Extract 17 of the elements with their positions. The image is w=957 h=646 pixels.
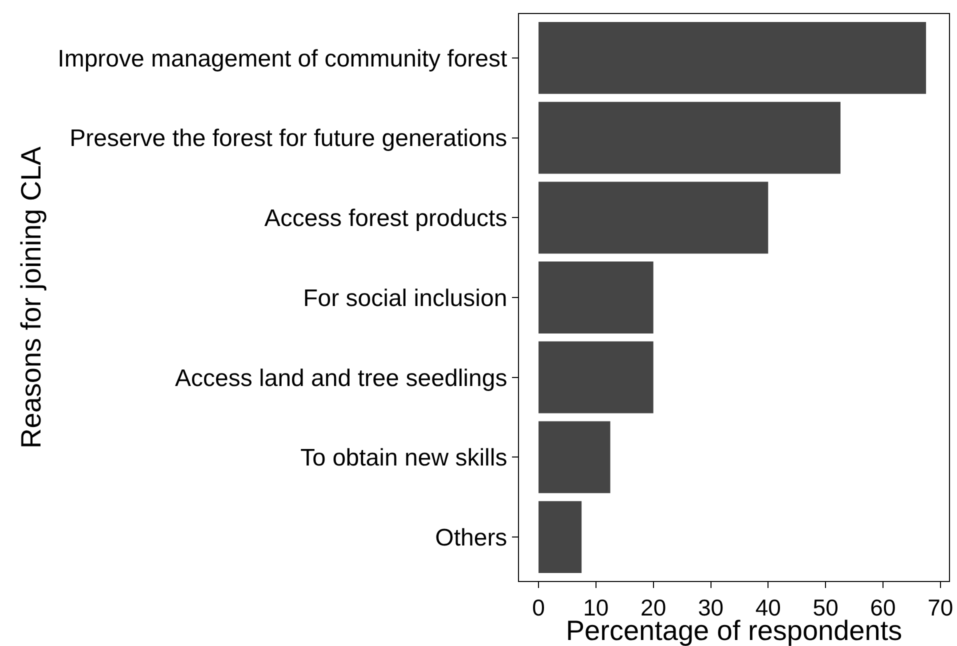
y-tick-label: Others <box>435 524 508 552</box>
y-axis-title: Reasons for joining CLA <box>15 146 46 448</box>
bar <box>538 262 654 334</box>
bar <box>538 421 610 494</box>
y-tick-label: For social inclusion <box>303 284 508 312</box>
y-tick-label: To obtain new skills <box>300 444 508 472</box>
y-tick-label: Access forest products <box>264 205 508 232</box>
y-tick-label: Access land and tree seedlings <box>174 364 508 392</box>
y-tick-label: Improve management of community forest <box>58 45 508 72</box>
y-tick-label: Preserve the forest for future generations <box>70 125 508 152</box>
x-tick-label: 0 <box>532 594 545 621</box>
bar <box>538 22 926 94</box>
bar <box>538 341 654 414</box>
bar <box>538 501 582 574</box>
x-tick-label: 70 <box>928 594 954 621</box>
bar <box>538 182 768 254</box>
bar <box>538 102 840 174</box>
